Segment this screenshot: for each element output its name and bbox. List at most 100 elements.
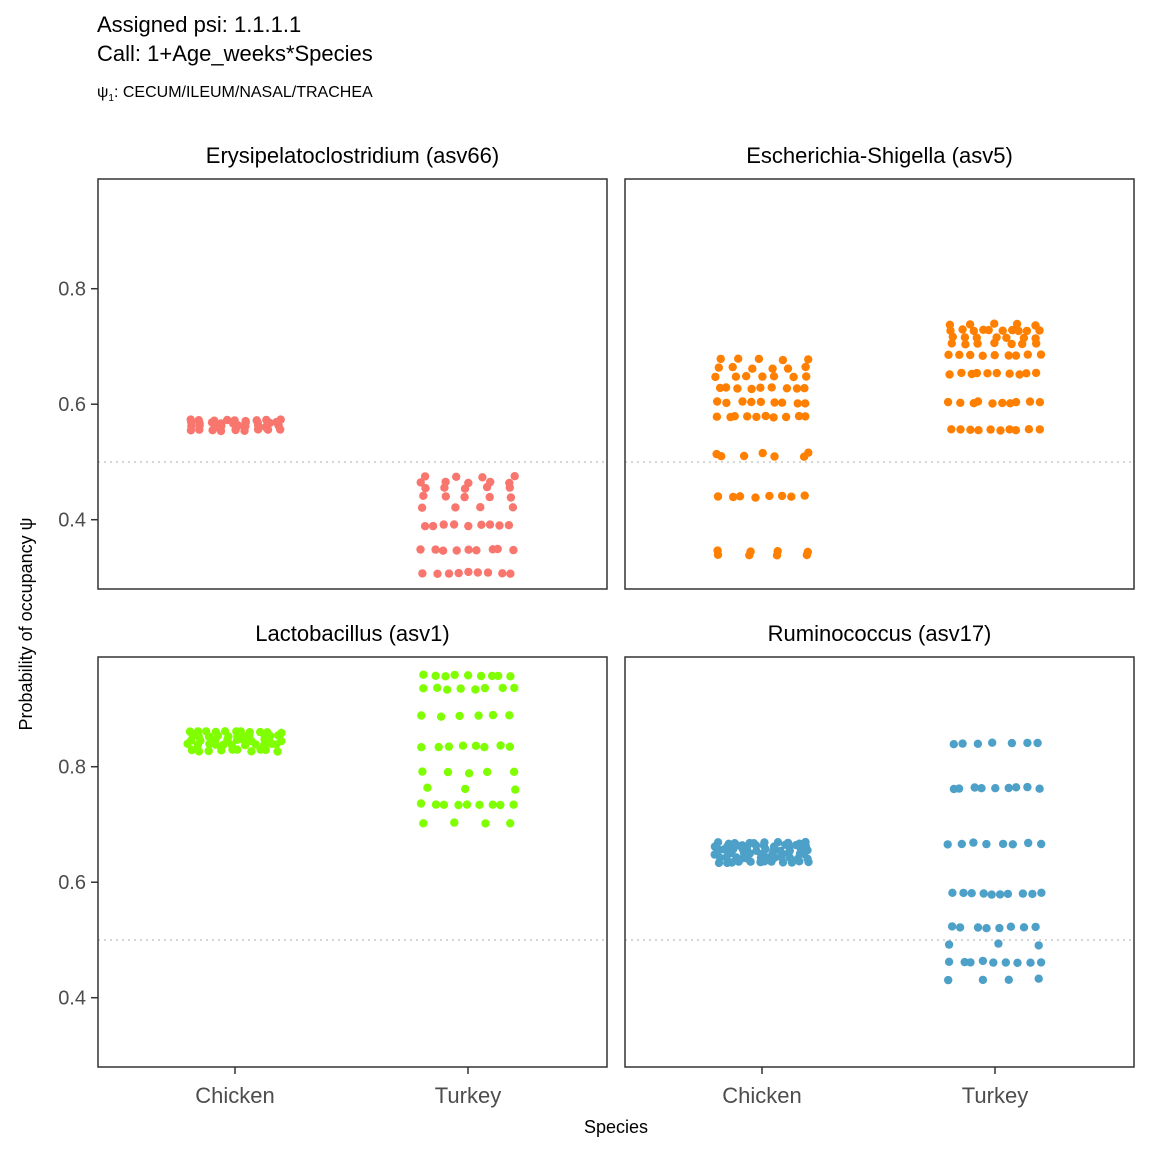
data-point — [792, 384, 802, 393]
data-point — [1008, 325, 1017, 335]
data-point — [456, 684, 465, 693]
data-point — [511, 785, 520, 794]
data-point — [204, 746, 213, 756]
data-point — [450, 818, 459, 827]
data-point — [973, 923, 983, 932]
data-point — [220, 727, 230, 736]
data-point — [441, 477, 450, 487]
y-tick-label: 0.6 — [58, 872, 86, 894]
data-point — [505, 742, 515, 751]
data-point — [713, 492, 723, 501]
data-point — [509, 800, 518, 809]
data-point — [443, 767, 453, 777]
data-point — [990, 319, 999, 328]
data-point — [728, 362, 737, 372]
data-point — [712, 412, 722, 421]
panel-border — [624, 656, 1135, 1068]
data-point — [476, 503, 485, 512]
data-point — [973, 739, 983, 748]
data-point — [505, 478, 514, 488]
data-point — [794, 411, 804, 421]
data-point — [716, 354, 725, 364]
data-point — [471, 685, 480, 694]
data-point — [216, 419, 226, 428]
data-point — [712, 449, 721, 459]
data-point — [722, 398, 731, 408]
data-point — [247, 747, 256, 756]
data-point — [444, 742, 454, 751]
data-point — [754, 354, 764, 364]
data-point — [1035, 425, 1045, 434]
data-point — [1011, 397, 1021, 407]
data-point — [210, 416, 219, 425]
data-point — [460, 492, 469, 502]
data-point — [185, 727, 195, 736]
data-point — [988, 399, 997, 408]
data-point — [1023, 838, 1033, 848]
data-point — [471, 741, 481, 750]
data-point — [974, 426, 983, 435]
data-point — [998, 839, 1008, 849]
data-point — [988, 738, 997, 747]
data-point — [419, 491, 428, 500]
data-point — [433, 569, 442, 578]
data-point — [1019, 333, 1029, 343]
data-point — [1035, 784, 1044, 793]
data-point — [474, 711, 483, 720]
facet-panel: Lactobacillus (asv1) 0.4 0.6 0.8 Chicken Turk… — [58, 621, 608, 1108]
data-point — [1013, 958, 1022, 967]
data-point — [767, 383, 776, 392]
data-point — [464, 567, 473, 577]
facet-title: Lactobacillus (asv1) — [255, 621, 449, 646]
data-point — [713, 397, 722, 406]
data-point — [454, 568, 463, 578]
data-point — [947, 425, 956, 434]
data-point — [273, 747, 282, 756]
data-point — [417, 711, 426, 720]
data-point — [416, 545, 425, 554]
data-point — [789, 372, 798, 382]
data-point — [495, 521, 504, 530]
data-point — [765, 491, 774, 501]
data-point — [957, 839, 966, 849]
data-point — [978, 956, 988, 966]
data-point — [714, 363, 723, 372]
data-point — [1022, 326, 1032, 336]
data-point — [506, 819, 515, 828]
data-point — [1018, 889, 1028, 898]
data-point — [473, 568, 482, 577]
data-point — [418, 569, 427, 578]
data-point — [998, 398, 1007, 408]
data-point — [783, 364, 793, 373]
data-point — [436, 712, 446, 721]
data-point — [958, 739, 967, 748]
data-point — [421, 484, 430, 493]
data-point — [419, 684, 428, 693]
data-point — [954, 784, 964, 793]
data-point — [477, 520, 486, 529]
data-point — [416, 799, 426, 808]
data-point — [276, 415, 285, 424]
data-point — [947, 339, 956, 348]
data-point — [982, 839, 991, 849]
facet-panel: Erysipelatoclostridium (asv66) 0.4 0.6 0.8 — [58, 143, 608, 590]
data-point — [194, 747, 204, 756]
data-point — [193, 727, 203, 736]
data-point — [1031, 922, 1040, 932]
data-point — [966, 425, 975, 434]
data-point — [770, 398, 779, 407]
data-point — [472, 546, 481, 555]
data-point — [1011, 783, 1021, 792]
data-point — [1036, 350, 1046, 359]
data-point — [441, 492, 450, 501]
facet-title: Ruminococcus (asv17) — [768, 621, 992, 646]
data-point — [967, 889, 976, 898]
data-point — [957, 368, 966, 378]
data-point — [450, 670, 459, 680]
data-point — [211, 727, 220, 737]
data-point — [955, 350, 964, 359]
panel-border — [97, 656, 608, 1068]
data-point — [481, 819, 490, 828]
data-point — [1001, 958, 1010, 967]
data-point — [464, 769, 474, 778]
